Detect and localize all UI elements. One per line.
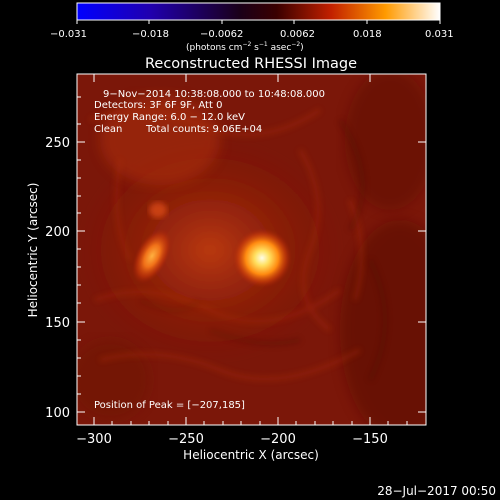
annotation-peak-position: Position of Peak = [−207,185] (94, 400, 245, 411)
x-tick-label: −250 (168, 432, 204, 447)
x-tick-label: −300 (76, 432, 112, 447)
footer-date: 28−Jul−2017 00:50 (377, 484, 496, 498)
colorbar-tick-label: −0.031 (50, 29, 87, 40)
x-tick-label: −200 (260, 432, 296, 447)
colorbar-tick-label: 0.031 (425, 29, 454, 40)
y-axis-ticks (77, 96, 426, 413)
y-tick-label: 250 (45, 136, 70, 151)
y-tick-label: 200 (45, 225, 70, 240)
x-axis-label: Heliocentric X (arcsec) (183, 448, 319, 462)
x-axis-ticks (93, 74, 408, 425)
x-tick-label: −150 (352, 432, 388, 447)
annotation-algorithm: Clean (94, 124, 122, 135)
colorbar-units: (photons cm−2 s−1 asec−2) (186, 41, 304, 53)
annotation-detectors: Detectors: 3F 6F 9F, Att 0 (94, 100, 222, 111)
colorbar-tick-label: −0.018 (132, 29, 169, 40)
annotation-total-counts: Total counts: 9.06E+04 (145, 124, 262, 135)
xray-image-map (77, 74, 426, 425)
colorbar-tick-label: 0.018 (353, 29, 382, 40)
colorbar-tick-label: −0.0062 (200, 29, 243, 40)
figure-title: Reconstructed RHESSI Image (145, 56, 357, 72)
colorbar-ticks (76, 20, 441, 24)
annotation-energy-range: Energy Range: 6.0 − 12.0 keV (94, 112, 245, 123)
colorbar-tick-label: 0.0062 (280, 29, 315, 40)
colorbar (76, 2, 441, 21)
y-tick-label: 100 (45, 406, 70, 421)
y-tick-label: 150 (45, 316, 70, 331)
annotation-time-range: 9−Nov−2014 10:38:08.000 to 10:48:08.000 (103, 89, 325, 100)
y-axis-label: Heliocentric Y (arcsec) (26, 183, 40, 318)
